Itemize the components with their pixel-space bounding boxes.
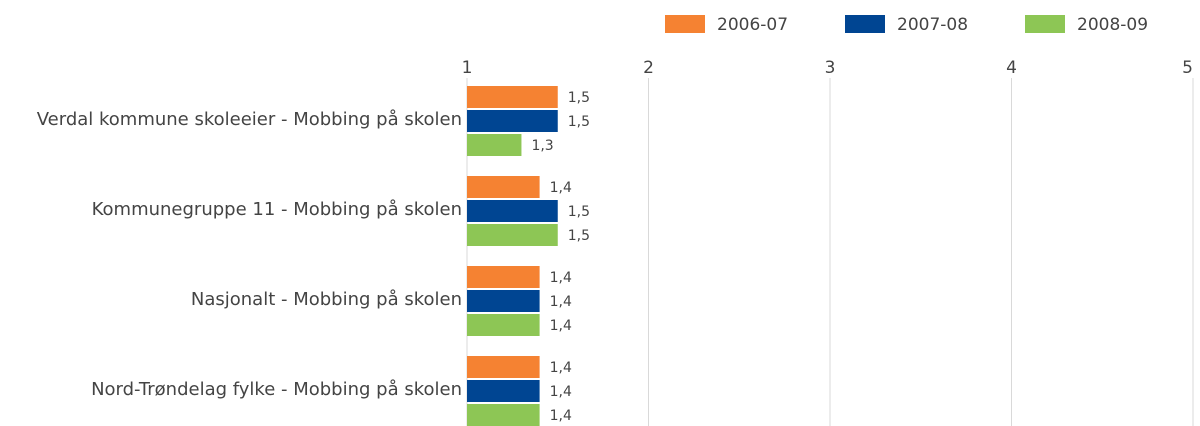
bar — [467, 356, 540, 378]
category-label: Nord-Trøndelag fylke - Mobbing på skolen — [91, 379, 462, 400]
x-tick-label: 4 — [1006, 58, 1017, 78]
data-label: 1,4 — [550, 180, 572, 196]
legend-swatch — [665, 15, 705, 33]
legend-swatch — [1025, 15, 1065, 33]
bar — [467, 200, 558, 222]
bar — [467, 224, 558, 246]
bar — [467, 380, 540, 402]
data-label: 1,5 — [568, 228, 590, 244]
data-label: 1,4 — [550, 408, 572, 424]
x-tick-label: 3 — [825, 58, 836, 78]
legend-swatch — [845, 15, 885, 33]
data-label: 1,4 — [550, 318, 572, 334]
x-tick-label: 5 — [1182, 58, 1193, 78]
x-tick-label: 1 — [462, 58, 473, 78]
x-tick-label: 2 — [643, 58, 654, 78]
bar — [467, 404, 540, 426]
category-label: Kommunegruppe 11 - Mobbing på skolen — [91, 199, 462, 220]
data-label: 1,3 — [531, 138, 553, 154]
data-label: 1,5 — [568, 204, 590, 220]
bar — [467, 134, 522, 156]
bar — [467, 176, 540, 198]
data-label: 1,4 — [550, 384, 572, 400]
bar — [467, 110, 558, 132]
legend-label: 2008-09 — [1077, 15, 1148, 35]
category-label: Verdal kommune skoleeier - Mobbing på sk… — [36, 109, 462, 130]
category-label: Nasjonalt - Mobbing på skolen — [190, 289, 462, 310]
data-label: 1,5 — [568, 90, 590, 106]
data-label: 1,4 — [550, 360, 572, 376]
data-label: 1,4 — [550, 294, 572, 310]
legend-label: 2007-08 — [897, 15, 968, 35]
data-label: 1,4 — [550, 270, 572, 286]
data-label: 1,5 — [568, 114, 590, 130]
bar — [467, 86, 558, 108]
legend-label: 2006-07 — [717, 15, 788, 35]
bar — [467, 314, 540, 336]
bar — [467, 266, 540, 288]
bar — [467, 290, 540, 312]
